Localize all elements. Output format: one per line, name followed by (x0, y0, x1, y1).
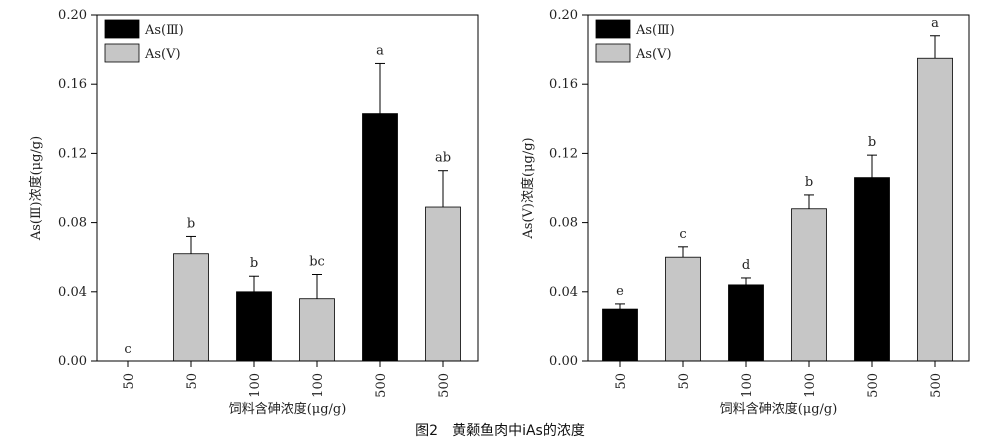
figure-caption: 图2 黄颡鱼肉中iAs的浓度 (415, 422, 585, 439)
significance-letter-2: b (187, 216, 195, 231)
y-tick-label-3: 0.12 (549, 146, 578, 161)
bar-6 (425, 206, 461, 362)
significance-letter-1: e (616, 284, 624, 299)
bar-2 (173, 253, 209, 362)
bar-1 (602, 308, 638, 362)
significance-letter-3: d (742, 258, 750, 273)
significance-letter-5: b (868, 135, 876, 150)
plot-frame (587, 14, 970, 362)
significance-letter-3: b (250, 256, 258, 271)
y-tick-label-1: 0.04 (58, 285, 87, 300)
y-tick-label-5: 0.20 (58, 8, 87, 23)
x-tick-label-1: 50 (614, 373, 629, 390)
x-tick-label-4: 100 (311, 373, 326, 398)
x-tick-label-5: 500 (866, 373, 881, 398)
significance-letter-6: ab (435, 151, 451, 166)
legend-label-2: As(Ⅴ) (144, 47, 181, 62)
x-tick-label-3: 100 (248, 373, 263, 398)
bar-2 (665, 256, 701, 362)
bar-5 (854, 177, 890, 362)
y-tick-label-0: 0.00 (549, 354, 578, 369)
plot-frame (96, 14, 479, 362)
x-tick-label-3: 100 (740, 373, 755, 398)
chart-right-as5: e c d b b a 0.00 0.04 0.08 0.12 0.16 0.20 50 50 100 100… (520, 8, 970, 417)
x-axis-label: 饲料含砷浓度(μg/g) (720, 401, 838, 417)
legend-swatch-1 (104, 19, 140, 39)
x-tick-label-6: 500 (929, 373, 944, 398)
x-tick-label-1: 50 (122, 373, 137, 390)
legend-label-2: As(Ⅴ) (635, 47, 672, 62)
x-tick-label-2: 50 (185, 373, 200, 390)
y-axis-label: As(Ⅲ)浓度(μg/g) (28, 136, 44, 241)
significance-letter-2: c (679, 227, 686, 242)
y-tick-label-4: 0.16 (549, 77, 578, 92)
legend-label-1: As(Ⅲ) (144, 23, 184, 38)
significance-letter-5: a (376, 43, 384, 58)
bar-5 (362, 113, 398, 362)
significance-letter-4: bc (309, 255, 325, 270)
bar-3 (236, 291, 272, 362)
bar-6 (917, 57, 953, 362)
x-tick-label-2: 50 (677, 373, 692, 390)
y-tick-label-4: 0.16 (58, 77, 87, 92)
x-tick-label-4: 100 (803, 373, 818, 398)
legend-swatch-1 (595, 19, 631, 39)
x-tick-label-6: 500 (437, 373, 452, 398)
chart-left-as3: c b b bc a ab 0.00 0.04 0.08 0.12 0.16 0.20 50 50 100 1… (28, 8, 479, 417)
bar-3 (728, 284, 764, 362)
y-axis-label: As(Ⅴ)浓度(μg/g) (520, 137, 536, 239)
y-tick-label-2: 0.08 (549, 216, 578, 231)
y-tick-label-2: 0.08 (58, 216, 87, 231)
significance-letter-4: b (805, 175, 813, 190)
significance-letter-1: c (124, 342, 131, 357)
y-tick-label-0: 0.00 (58, 354, 87, 369)
y-tick-label-3: 0.12 (58, 146, 87, 161)
x-axis-label: 饲料含砷浓度(μg/g) (229, 401, 347, 417)
x-tick-label-5: 500 (374, 373, 389, 398)
legend-label-1: As(Ⅲ) (635, 23, 675, 38)
bar-4 (791, 208, 827, 362)
legend-swatch-2 (104, 43, 140, 63)
y-tick-label-1: 0.04 (549, 285, 578, 300)
bar-4 (299, 298, 335, 362)
y-tick-label-5: 0.20 (549, 8, 578, 23)
legend-swatch-2 (595, 43, 631, 63)
significance-letter-6: a (931, 16, 939, 31)
